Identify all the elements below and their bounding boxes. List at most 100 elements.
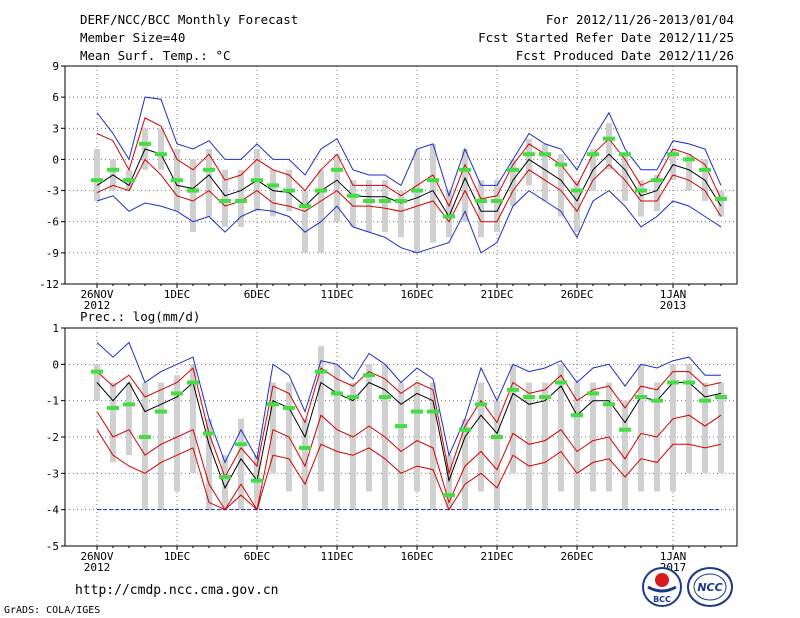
temp-xtick-label: 26NOV — [80, 288, 113, 301]
temp-green-mark — [699, 167, 711, 172]
temp-green-mark — [651, 178, 663, 183]
prec-spread-bar — [206, 418, 212, 510]
prec-spread-bar — [190, 364, 196, 474]
temp-xtick-label: 26DEC — [560, 288, 593, 301]
temp-ytick-label: -3 — [46, 185, 59, 198]
temp-lower-blue-line — [96, 189, 722, 254]
temp-green-mark — [251, 178, 263, 183]
prec-ytick-label: -5 — [46, 540, 59, 553]
temp-green-mark — [619, 152, 631, 157]
prec-green-mark — [363, 373, 375, 378]
prec-spread-bar — [686, 364, 692, 474]
prec-ytick-label: -3 — [46, 467, 59, 480]
prec-spread-bar — [542, 382, 548, 510]
logo-group: BCC NCC — [642, 567, 733, 607]
temp-spread-bar — [302, 190, 308, 253]
temp-green-mark — [411, 188, 423, 193]
ncc-logo-text: NCC — [697, 581, 722, 594]
temp-spread-bar — [622, 154, 628, 201]
temp-green-mark — [683, 157, 695, 162]
prec-spread-bar — [126, 382, 132, 456]
prec-green-mark — [571, 413, 583, 418]
temp-xtick-label: 6DEC — [244, 288, 271, 301]
temp-green-mark — [187, 188, 199, 193]
temp-green-mark — [539, 152, 551, 157]
prec-green-mark — [107, 405, 119, 410]
temp-spread-bar — [478, 180, 484, 238]
temp-green-mark — [203, 167, 215, 172]
prec-ytick-label: 0 — [52, 358, 59, 371]
prec-spread-bar — [318, 346, 324, 492]
temp-spread-bar — [158, 128, 164, 170]
prec-spread-bar — [222, 455, 228, 510]
temp-xtick-label: 1DEC — [164, 288, 191, 301]
temp-ytick-label: 3 — [52, 122, 59, 135]
prec-green-mark — [699, 398, 711, 403]
temp-ytick-label: 9 — [52, 60, 59, 73]
prec-green-mark — [507, 387, 519, 392]
temp-green-mark — [395, 198, 407, 203]
temp-xtick-sublabel: 2012 — [84, 299, 111, 312]
temp-spread-bar — [398, 190, 404, 238]
temp-spread-bar — [414, 149, 420, 253]
temp-green-mark — [555, 162, 567, 167]
prec-green-mark — [171, 391, 183, 396]
prec-ytick-label: 1 — [52, 322, 59, 335]
prec-spread-bar — [302, 418, 308, 510]
prec-xtick-label: 1DEC — [164, 550, 191, 563]
prec-spread-bar — [558, 364, 564, 492]
produced-date-label: Fcst Produced Date 2012/11/26 — [515, 48, 734, 63]
temp-xtick-sublabel: 2013 — [660, 299, 687, 312]
temp-green-mark — [427, 178, 439, 183]
temp-xtick-label: 1JAN — [660, 288, 687, 301]
prec-spread-bar — [718, 382, 724, 474]
prec-green-mark — [443, 493, 455, 498]
period-label: For 2012/11/26-2013/01/04 — [545, 12, 734, 27]
prec-green-mark — [635, 395, 647, 400]
temp-spread-bar — [718, 190, 724, 217]
bcc-logo: BCC — [642, 567, 682, 607]
temp-spread-bar — [542, 143, 548, 201]
member-size-label: Member Size=40 — [80, 30, 186, 45]
temp-spread-bar — [686, 154, 692, 191]
temp-green-mark — [267, 183, 279, 188]
prec-spread-bar — [142, 382, 148, 510]
temp-green-mark — [219, 198, 231, 203]
prec-green-mark — [315, 369, 327, 374]
temp-green-mark — [283, 188, 295, 193]
temp-ytick-label: -12 — [39, 278, 59, 291]
temp-green-mark — [603, 136, 615, 141]
temp-green-mark — [587, 152, 599, 157]
temp-green-mark — [443, 214, 455, 219]
temp-frame — [64, 65, 738, 285]
temp-spread-bar — [606, 123, 612, 170]
temp-ytick-label: 0 — [52, 153, 59, 166]
prec-spread-bar — [174, 375, 180, 492]
temp-green-mark — [139, 141, 151, 146]
temp-spread-bar — [382, 180, 388, 233]
prec-green-mark — [91, 369, 103, 374]
prec-spread-bar — [350, 382, 356, 510]
prec-green-mark — [539, 395, 551, 400]
temp-spread-bar — [430, 143, 436, 243]
prec-green-mark — [219, 474, 231, 479]
prec-green-mark — [619, 427, 631, 432]
temp-green-mark — [635, 188, 647, 193]
prec-spread-bar — [510, 364, 516, 474]
prec-green-mark — [155, 409, 167, 414]
temp-green-mark — [315, 188, 327, 193]
prec-green-mark — [683, 380, 695, 385]
temp-ytick-label: -9 — [46, 247, 59, 260]
temp-spread-bar — [462, 149, 468, 222]
prec-xtick-label: 11DEC — [320, 550, 353, 563]
prec-green-mark — [251, 478, 263, 483]
bcc-logo-text: BCC — [653, 595, 671, 604]
source-url[interactable]: http://cmdp.ncc.cma.gov.cn — [75, 583, 279, 598]
temp-xtick-label: 21DEC — [480, 288, 513, 301]
prec-spread-bar — [622, 400, 628, 510]
temp-spread-bar — [494, 180, 500, 233]
prec-green-mark — [555, 380, 567, 385]
prec-green-mark — [459, 427, 471, 432]
